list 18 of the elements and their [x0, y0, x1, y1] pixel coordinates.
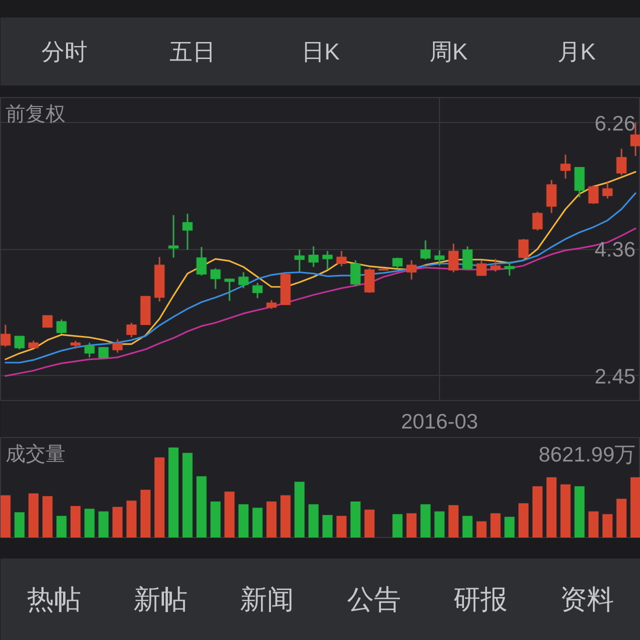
- chart-title: 前复权: [6, 104, 66, 126]
- text: 分时: [42, 38, 88, 64]
- x-tick-label: 2016-03: [400, 410, 478, 434]
- y-tick-label: 2.45: [594, 365, 636, 388]
- annotation: 8621.99万: [538, 444, 636, 466]
- text: 五日: [170, 38, 216, 64]
- text: 新帖: [134, 584, 188, 614]
- text: 热帖: [26, 584, 81, 614]
- text: 新闻: [240, 584, 294, 614]
- text: 周K: [429, 38, 468, 64]
- y-tick-label: 4.36: [594, 238, 636, 262]
- chart-title: 成交量: [6, 444, 66, 466]
- text: 日K: [301, 38, 340, 64]
- text: 资料: [560, 584, 614, 614]
- text: 研报: [454, 584, 508, 614]
- text: 月K: [557, 38, 596, 64]
- y-tick-label: 6.26: [594, 112, 636, 136]
- text: 公告: [346, 584, 401, 614]
